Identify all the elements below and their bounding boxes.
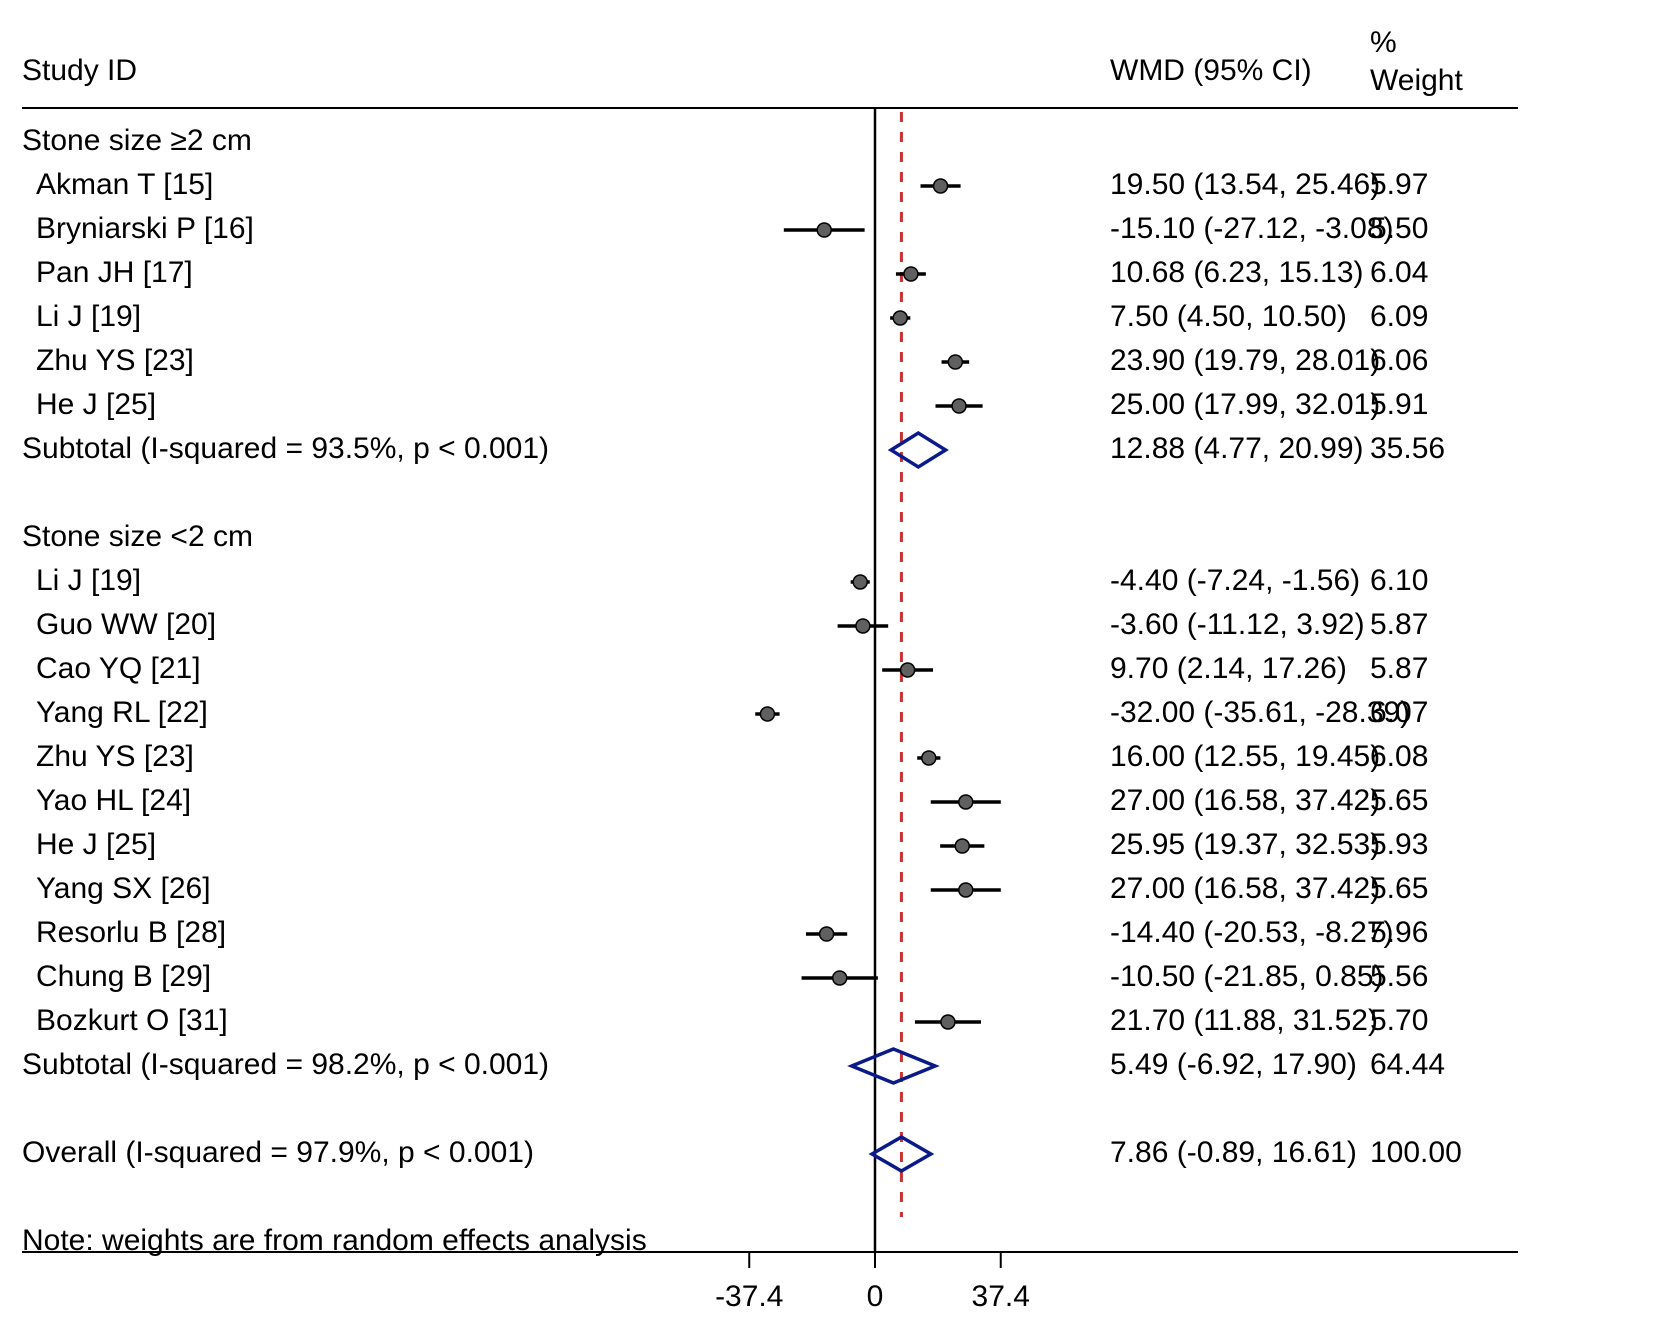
point-estimate	[817, 223, 831, 237]
weight-value: 5.70	[1370, 1004, 1428, 1037]
wmd-value: -15.10 (-27.12, -3.08)	[1110, 212, 1394, 245]
wmd-value: 27.00 (16.58, 37.42)	[1110, 872, 1380, 905]
wmd-value: 12.88 (4.77, 20.99)	[1110, 432, 1364, 465]
group-label: Stone size ≥2 cm	[22, 124, 252, 157]
header-wmd: WMD (95% CI)	[1110, 54, 1312, 87]
weight-value: 100.00	[1370, 1136, 1462, 1169]
axis-tick-label: 0	[867, 1280, 884, 1313]
header-weight-pct: %	[1370, 26, 1397, 59]
wmd-value: 5.49 (-6.92, 17.90)	[1110, 1048, 1357, 1081]
weight-value: 5.87	[1370, 652, 1428, 685]
study-label: Guo WW [20]	[36, 608, 216, 641]
point-estimate	[941, 1015, 955, 1029]
forest-plot-svg: Study ID WMD (95% CI)% Weight Stone size ≥2…	[0, 0, 1678, 1335]
study-label: Li J [19]	[36, 300, 141, 333]
header-weight: Weight	[1370, 64, 1463, 97]
study-label: Resorlu B [28]	[36, 916, 226, 949]
study-label: Li J [19]	[36, 564, 141, 597]
subtotal-label: Subtotal (I-squared = 98.2%, p < 0.001)	[22, 1048, 549, 1081]
point-estimate	[959, 883, 973, 897]
wmd-value: -14.40 (-20.53, -8.27)	[1110, 916, 1394, 949]
header-study: Study ID	[22, 54, 137, 87]
wmd-value: -3.60 (-11.12, 3.92)	[1110, 608, 1365, 641]
study-label: He J [25]	[36, 388, 156, 421]
wmd-value: 21.70 (11.88, 31.52)	[1110, 1004, 1378, 1037]
point-estimate	[948, 355, 962, 369]
study-label: Zhu YS [23]	[36, 344, 194, 377]
study-label: Chung B [29]	[36, 960, 211, 993]
study-label: Bryniarski P [16]	[36, 212, 254, 245]
axis-tick-label: -37.4	[715, 1280, 783, 1313]
weight-value: 6.09	[1370, 300, 1428, 333]
study-label: Cao YQ [21]	[36, 652, 201, 685]
study-label: He J [25]	[36, 828, 156, 861]
study-label: Yao HL [24]	[36, 784, 191, 817]
wmd-value: -32.00 (-35.61, -28.39)	[1110, 696, 1410, 729]
point-estimate	[760, 707, 774, 721]
weight-value: 5.56	[1370, 960, 1428, 993]
point-estimate	[856, 619, 870, 633]
point-estimate	[901, 663, 915, 677]
weight-value: 5.65	[1370, 784, 1428, 817]
point-estimate	[833, 971, 847, 985]
weight-value: 5.91	[1370, 388, 1428, 421]
axis-tick-label: 37.4	[972, 1280, 1030, 1313]
study-label: Bozkurt O [31]	[36, 1004, 228, 1037]
weight-value: 6.04	[1370, 256, 1428, 289]
point-estimate	[893, 311, 907, 325]
weight-value: 5.87	[1370, 608, 1428, 641]
wmd-value: 23.90 (19.79, 28.01)	[1110, 344, 1380, 377]
weight-value: 5.93	[1370, 828, 1428, 861]
wmd-value: 19.50 (13.54, 25.46)	[1110, 168, 1380, 201]
weight-value: 5.50	[1370, 212, 1428, 245]
wmd-value: 16.00 (12.55, 19.45)	[1110, 740, 1380, 773]
point-estimate	[853, 575, 867, 589]
weight-value: 64.44	[1370, 1048, 1445, 1081]
wmd-value: 7.50 (4.50, 10.50)	[1110, 300, 1347, 333]
wmd-value: 27.00 (16.58, 37.42)	[1110, 784, 1380, 817]
group-label: Stone size <2 cm	[22, 520, 253, 553]
overall-label: Overall (I-squared = 97.9%, p < 0.001)	[22, 1136, 534, 1169]
weight-value: 35.56	[1370, 432, 1445, 465]
subtotal-label: Subtotal (I-squared = 93.5%, p < 0.001)	[22, 432, 549, 465]
weight-value: 5.97	[1370, 168, 1428, 201]
wmd-value: 7.86 (-0.89, 16.61)	[1110, 1136, 1357, 1169]
wmd-value: 25.00 (17.99, 32.01)	[1110, 388, 1380, 421]
forest-plot: Study ID WMD (95% CI)% Weight Stone size ≥2…	[0, 0, 1678, 1335]
point-estimate	[952, 399, 966, 413]
weight-value: 6.06	[1370, 344, 1428, 377]
point-estimate	[820, 927, 834, 941]
weight-value: 5.65	[1370, 872, 1428, 905]
wmd-value: 25.95 (19.37, 32.53)	[1110, 828, 1380, 861]
study-label: Zhu YS [23]	[36, 740, 194, 773]
wmd-value: -4.40 (-7.24, -1.56)	[1110, 564, 1360, 597]
point-estimate	[934, 179, 948, 193]
wmd-value: 9.70 (2.14, 17.26)	[1110, 652, 1347, 685]
point-estimate	[959, 795, 973, 809]
wmd-value: 10.68 (6.23, 15.13)	[1110, 256, 1364, 289]
weight-value: 6.08	[1370, 740, 1428, 773]
study-label: Yang RL [22]	[36, 696, 208, 729]
point-estimate	[904, 267, 918, 281]
point-estimate	[955, 839, 969, 853]
study-label: Pan JH [17]	[36, 256, 193, 289]
weight-value: 6.10	[1370, 564, 1428, 597]
study-label: Akman T [15]	[36, 168, 213, 201]
weight-value: 6.07	[1370, 696, 1428, 729]
weight-value: 5.96	[1370, 916, 1428, 949]
subtotal-diamond	[891, 433, 946, 467]
point-estimate	[922, 751, 936, 765]
study-label: Yang SX [26]	[36, 872, 211, 905]
wmd-value: -10.50 (-21.85, 0.85)	[1110, 960, 1384, 993]
subtotal-diamond	[852, 1049, 935, 1083]
